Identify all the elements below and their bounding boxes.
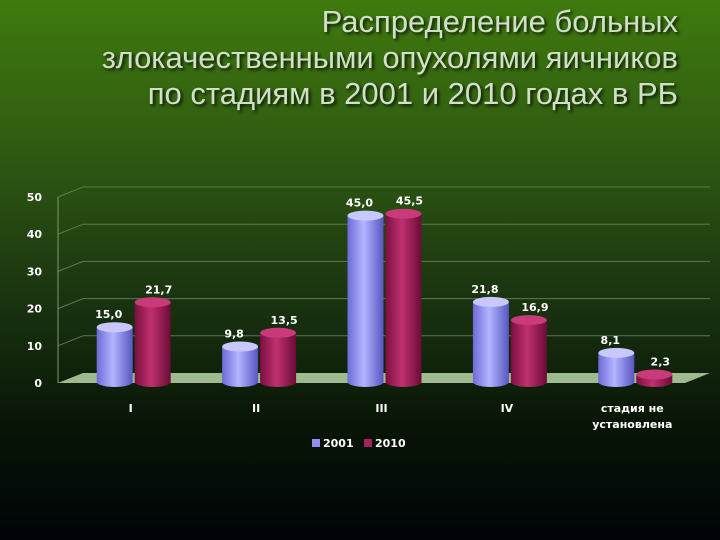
- bar-top: [134, 297, 171, 308]
- bar-2010-3: [510, 315, 547, 387]
- bar-body: [260, 332, 297, 387]
- title-line-2: злокачественными опухолями яичников: [101, 40, 678, 75]
- chart-floor: [58, 373, 710, 383]
- bar-body: [510, 320, 547, 387]
- bar-body: [472, 301, 509, 387]
- data-label: 9,8: [224, 328, 244, 341]
- bar-top: [96, 322, 133, 333]
- chart-title: Распределение больных злокачественными о…: [38, 4, 678, 112]
- x-tick-label: стадия не: [601, 402, 664, 415]
- bar-body: [96, 327, 133, 387]
- data-label: 13,5: [271, 314, 298, 327]
- bar-top: [347, 210, 384, 221]
- bar-2001-1: [222, 341, 259, 387]
- y-tick-label: 0: [34, 377, 42, 390]
- bar-2010-1: [260, 327, 297, 387]
- data-label: 15,0: [95, 308, 122, 321]
- bar-2010-0: [134, 297, 171, 387]
- legend-label-2010: 2010: [375, 437, 406, 450]
- legend-swatch-2001: [312, 439, 320, 447]
- data-label: 8,1: [601, 334, 621, 347]
- bar-2001-4: [598, 347, 635, 387]
- x-tick-label: III: [375, 402, 387, 415]
- gridline-depth: [57, 335, 84, 347]
- y-tick-label: 40: [27, 228, 43, 241]
- gridline-depth: [57, 260, 84, 272]
- x-tick-label: установлена: [592, 418, 672, 431]
- data-label: 45,5: [396, 195, 423, 208]
- bar-top: [260, 327, 297, 338]
- bar-body: [598, 352, 635, 387]
- bar-2010-4: [636, 369, 673, 387]
- gridline-depth: [57, 223, 84, 235]
- y-tick-label: 10: [27, 340, 43, 353]
- bar-2010-2: [385, 208, 422, 387]
- data-label: 2,3: [651, 355, 671, 368]
- title-line-3: по стадиям в 2001 и 2010 годах в РБ: [147, 76, 678, 111]
- data-label: 21,8: [471, 283, 498, 296]
- bar-top: [598, 347, 635, 358]
- bar-body: [385, 213, 422, 387]
- y-tick-label: 30: [27, 265, 43, 278]
- bar-2001-3: [472, 296, 509, 387]
- title-line-1: Распределение больных: [321, 4, 678, 39]
- data-label: 21,7: [145, 283, 172, 296]
- bar-top: [472, 296, 509, 307]
- bar-top: [636, 369, 673, 380]
- bar-top: [385, 208, 422, 219]
- y-tick-label: 50: [27, 191, 43, 204]
- bar-body: [222, 346, 259, 387]
- bar-2001-2: [347, 210, 384, 387]
- bar-body: [134, 302, 171, 387]
- y-tick-label: 20: [27, 303, 43, 316]
- bar-body: [347, 215, 384, 387]
- legend-swatch-2010: [364, 439, 372, 447]
- x-tick-label: I: [129, 402, 133, 415]
- bar-top: [222, 341, 259, 352]
- legend-label-2001: 2001: [323, 437, 354, 450]
- gridline-depth: [57, 298, 84, 310]
- x-tick-label: IV: [501, 402, 514, 415]
- bar-2001-0: [96, 322, 133, 387]
- data-label: 16,9: [521, 301, 548, 314]
- bar-top: [510, 315, 547, 326]
- x-tick-label: II: [252, 402, 260, 415]
- data-label: 45,0: [346, 197, 373, 210]
- gridline-depth: [57, 186, 84, 198]
